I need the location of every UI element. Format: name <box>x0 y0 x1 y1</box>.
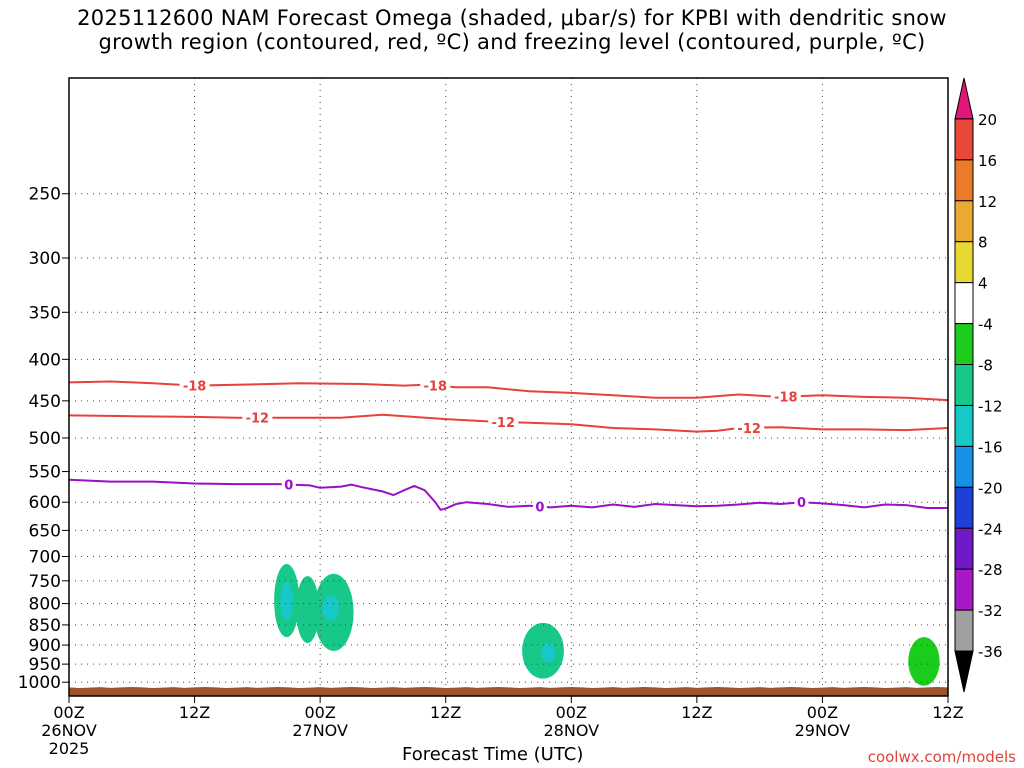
y-tick-label-800: 800 <box>29 595 61 615</box>
contour-label-bg-0-2 <box>770 388 801 405</box>
contour-label-0-1: -18 <box>424 380 448 395</box>
contour-label-1-0: -12 <box>246 412 270 427</box>
contour-label-bg-1-2 <box>734 419 765 436</box>
omega-core-1 <box>322 594 339 621</box>
x-tick-label-36: 12Z <box>430 703 461 722</box>
y-tick-label-500: 500 <box>29 429 61 449</box>
plot-frame <box>68 77 949 697</box>
attribution-link[interactable]: coolwx.com/models <box>867 748 1016 766</box>
y-tick-label-750: 750 <box>29 572 61 592</box>
contour-label-bg-2-0 <box>281 476 296 493</box>
x-tick-label-24: 00Z <box>304 703 335 722</box>
colorbar-swatch-14 <box>954 650 974 693</box>
y-tick-label-250: 250 <box>29 185 61 205</box>
colorbar-label-2: 12 <box>978 193 997 211</box>
x-tick-label-48: 00Z <box>556 703 587 722</box>
omega-core-0 <box>280 580 293 621</box>
chart-title-line-2: growth region (contoured, red, ºC) and f… <box>98 30 926 54</box>
y-tick-label-1000: 1000 <box>18 673 61 693</box>
contour-label-0-2: -18 <box>774 391 798 406</box>
x-tick-year-0: 2025 <box>49 739 90 758</box>
x-axis-label: Forecast Time (UTC) <box>402 744 584 765</box>
colorbar-swatch-7 <box>954 364 974 406</box>
x-tick-label-12: 12Z <box>179 703 210 722</box>
contour-label-1-2: -12 <box>737 422 761 437</box>
colorbar-label-11: -28 <box>978 561 1003 579</box>
colorbar-swatch-0 <box>954 77 974 120</box>
contour-label-2-0: 0 <box>284 479 293 494</box>
colorbar-swatch-6 <box>954 323 974 366</box>
colorbar-label-3: 8 <box>978 234 988 252</box>
colorbar-swatch-9 <box>954 445 974 488</box>
colorbar-swatch-3 <box>954 200 974 243</box>
omega-region-4 <box>908 637 940 686</box>
x-tick-date-0: 26NOV <box>41 721 97 740</box>
contour-label-bg-2-2 <box>794 494 809 511</box>
colorbar-swatch-12 <box>954 568 974 611</box>
contour-label-bg-0-1 <box>420 377 451 394</box>
contour-line-2 <box>68 478 948 511</box>
colorbar-swatch-4 <box>954 241 974 284</box>
omega-region-1 <box>296 576 320 644</box>
colorbar-swatch-10 <box>954 486 974 529</box>
chart-title: 2025112600 NAM Forecast Omega (shaded, μ… <box>0 6 1024 54</box>
y-tick-label-400: 400 <box>29 350 61 370</box>
chart-title-line-1: 2025112600 NAM Forecast Omega (shaded, μ… <box>77 6 947 30</box>
colorbar-label-4: 4 <box>978 275 988 293</box>
colorbar-label-9: -20 <box>978 479 1003 497</box>
x-tick-date-72: 29NOV <box>795 721 851 740</box>
colorbar-label-0: 20 <box>978 111 997 129</box>
colorbar-label-5: -4 <box>978 316 993 334</box>
contour-label-2-1: 0 <box>535 501 544 516</box>
x-tick-label-84: 12Z <box>932 703 963 722</box>
contour-label-bg-1-1 <box>488 413 519 430</box>
colorbar-swatch-1 <box>954 118 974 161</box>
contour-label-bg-0-0 <box>179 377 210 394</box>
contour-line-0 <box>68 380 949 402</box>
colorbar-swatch-2 <box>954 159 974 202</box>
y-tick-label-950: 950 <box>29 655 61 675</box>
colorbar-swatch-8 <box>954 404 974 447</box>
colorbar-label-13: -36 <box>978 643 1003 661</box>
colorbar-label-12: -32 <box>978 602 1003 620</box>
y-tick-label-450: 450 <box>29 392 61 412</box>
y-tick-label-700: 700 <box>29 548 61 568</box>
contour-label-bg-1-0 <box>242 409 273 426</box>
y-tick-label-350: 350 <box>29 303 61 323</box>
colorbar-swatch-11 <box>954 527 974 570</box>
y-tick-label-600: 600 <box>29 493 61 513</box>
terrain-fill <box>69 687 948 696</box>
contour-label-0-0: -18 <box>183 380 207 395</box>
colorbar-swatch-13 <box>954 609 974 652</box>
colorbar-label-10: -24 <box>978 520 1003 538</box>
x-tick-label-60: 12Z <box>681 703 712 722</box>
x-tick-date-48: 28NOV <box>543 721 599 740</box>
contour-label-2-2: 0 <box>797 496 806 511</box>
x-tick-date-24: 27NOV <box>292 721 348 740</box>
colorbar-label-1: 16 <box>978 152 997 170</box>
y-tick-label-900: 900 <box>29 636 61 656</box>
x-tick-label-0: 00Z <box>53 703 84 722</box>
colorbar-label-8: -16 <box>978 438 1003 456</box>
y-tick-label-850: 850 <box>29 616 61 636</box>
colorbar-swatch-5 <box>954 282 974 325</box>
x-tick-label-72: 00Z <box>807 703 838 722</box>
colorbar-label-6: -8 <box>978 357 993 375</box>
omega-core-2 <box>540 643 556 663</box>
contour-label-bg-2-1 <box>532 498 547 515</box>
y-tick-label-650: 650 <box>29 521 61 541</box>
y-tick-label-550: 550 <box>29 463 61 483</box>
colorbar-label-7: -12 <box>978 397 1003 415</box>
contour-label-1-1: -12 <box>492 416 516 431</box>
y-tick-label-300: 300 <box>29 249 61 269</box>
